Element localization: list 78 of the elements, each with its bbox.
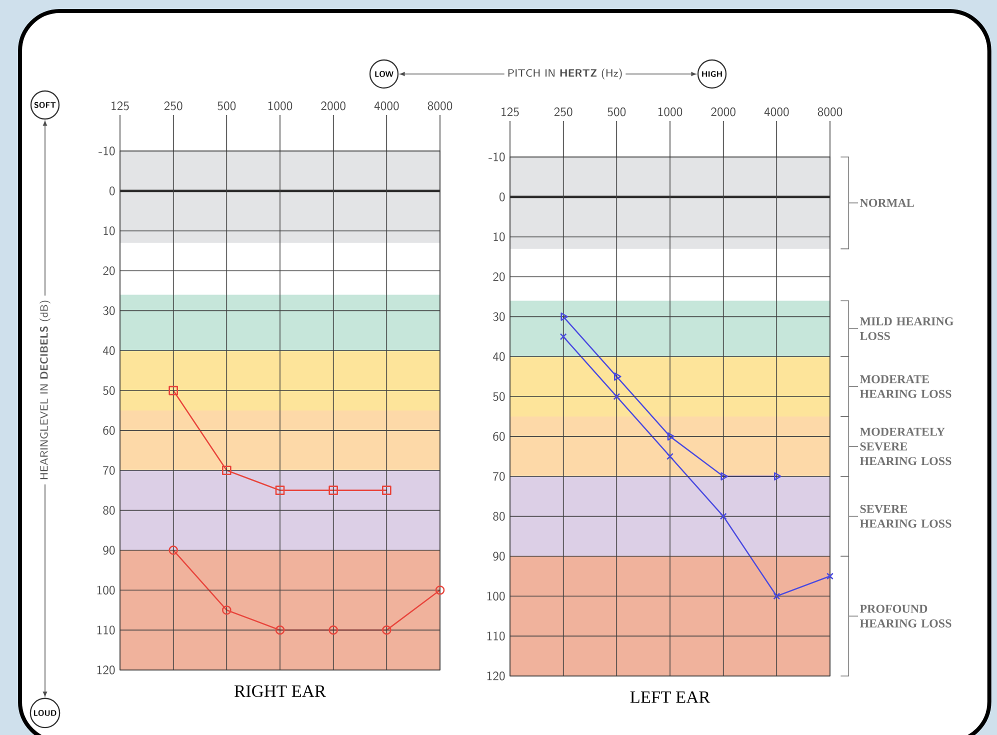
y-axis-title: HEARINGLEVEL IN DECIBELS (dB) bbox=[40, 300, 50, 480]
point bbox=[773, 592, 780, 600]
point bbox=[222, 605, 232, 615]
x-tick-label: 250 bbox=[554, 107, 572, 116]
point bbox=[774, 472, 782, 481]
text: SOFT bbox=[34, 102, 56, 108]
y-tick-label: 50 bbox=[493, 392, 505, 401]
point bbox=[667, 432, 675, 441]
point bbox=[275, 486, 285, 496]
x-tick-label: 1000 bbox=[658, 107, 682, 116]
y-tick-label: 110 bbox=[487, 632, 505, 640]
y-tick-label: 40 bbox=[102, 346, 115, 356]
y-tick-label: 120 bbox=[97, 666, 115, 674]
y-tick-label: 30 bbox=[103, 306, 115, 316]
y-tick-label: 80 bbox=[493, 512, 505, 521]
x-tick-label: 4000 bbox=[764, 107, 789, 116]
text: HIGH bbox=[702, 71, 722, 77]
y-tick-label: 60 bbox=[103, 426, 115, 435]
text: LOUD bbox=[34, 710, 56, 716]
point bbox=[328, 486, 338, 496]
y-tick-label: 90 bbox=[103, 546, 115, 555]
text: PITCH IN HERTZ (Hz) bbox=[508, 68, 622, 80]
x-tick-label: 1000 bbox=[268, 101, 292, 110]
point bbox=[275, 625, 285, 635]
point bbox=[168, 546, 178, 555]
text: LEFT EAR bbox=[630, 691, 710, 703]
band-label: MODERATELY SEVERE HEARING LOSS bbox=[860, 428, 952, 466]
y-tick-label: 100 bbox=[487, 592, 505, 601]
point bbox=[666, 452, 674, 460]
x-tick-label: 8000 bbox=[428, 101, 452, 110]
band-label: MODERATE HEARING LOSS bbox=[860, 375, 952, 398]
y-tick-label: 0 bbox=[499, 192, 505, 202]
y-tick-label: -10 bbox=[488, 152, 505, 162]
point bbox=[613, 393, 620, 400]
y-tick-label: -10 bbox=[98, 146, 115, 156]
x-tick-label: 125 bbox=[502, 107, 519, 116]
y-tick-label: 10 bbox=[494, 232, 505, 242]
x-tick-label: 2000 bbox=[321, 101, 346, 110]
y-tick-label: 80 bbox=[103, 506, 115, 515]
y-tick-label: 0 bbox=[109, 186, 115, 196]
band-label: NORMAL bbox=[860, 198, 914, 207]
band-label: PROFOUND HEARING LOSS bbox=[860, 604, 952, 628]
y-tick-label: 90 bbox=[493, 552, 505, 561]
x-tick-label: 2000 bbox=[711, 107, 736, 116]
x-tick-label: 4000 bbox=[374, 101, 399, 110]
y-tick-label: 20 bbox=[493, 272, 505, 282]
band-label: MILD HEARING LOSS bbox=[860, 317, 954, 340]
y-tick-label: 100 bbox=[97, 586, 115, 595]
point bbox=[720, 472, 728, 481]
text: RIGHT EAR bbox=[234, 685, 326, 698]
x-tick-label: 250 bbox=[164, 101, 182, 110]
y-tick-label: 10 bbox=[104, 226, 115, 236]
y-tick-label: 50 bbox=[103, 386, 115, 395]
point bbox=[382, 486, 392, 496]
y-tick-label: 70 bbox=[103, 466, 115, 475]
point bbox=[720, 512, 727, 520]
band-label: SEVERE HEARING LOSS bbox=[860, 504, 952, 528]
point bbox=[222, 466, 232, 476]
text: LOW bbox=[375, 71, 394, 77]
x-tick-label: 500 bbox=[218, 101, 236, 110]
x-tick-label: 8000 bbox=[818, 107, 842, 116]
y-tick-label: 120 bbox=[487, 672, 505, 680]
y-tick-label: 60 bbox=[493, 432, 505, 441]
y-tick-label: 70 bbox=[493, 472, 505, 481]
y-tick-label: 40 bbox=[492, 352, 505, 362]
point bbox=[826, 572, 834, 580]
point bbox=[168, 386, 178, 396]
x-tick-label: 125 bbox=[112, 101, 129, 110]
y-tick-label: 110 bbox=[97, 626, 115, 634]
point bbox=[382, 625, 392, 635]
point bbox=[328, 625, 338, 635]
y-tick-label: 20 bbox=[103, 266, 115, 276]
point bbox=[560, 312, 568, 321]
point bbox=[614, 372, 622, 381]
point bbox=[560, 333, 567, 340]
y-tick-label: 30 bbox=[493, 312, 505, 322]
x-tick-label: 500 bbox=[608, 107, 626, 116]
point bbox=[435, 585, 445, 595]
